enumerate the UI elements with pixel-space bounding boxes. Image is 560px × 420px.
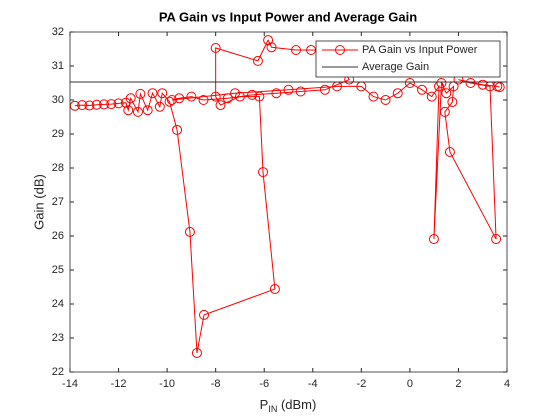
data-point bbox=[210, 91, 221, 102]
data-point bbox=[426, 91, 437, 102]
data-point bbox=[106, 99, 117, 110]
data-point bbox=[77, 100, 88, 111]
data-point bbox=[157, 88, 168, 99]
data-point bbox=[186, 91, 197, 102]
x-label-unit: (dBm) bbox=[277, 397, 316, 412]
data-point bbox=[184, 226, 195, 237]
data-point bbox=[428, 234, 439, 245]
data-point bbox=[258, 167, 269, 178]
data-point bbox=[306, 45, 317, 56]
data-point bbox=[247, 89, 258, 100]
x-tick-label: -12 bbox=[111, 378, 127, 390]
y-tick-label: 31 bbox=[52, 60, 64, 72]
data-point bbox=[135, 88, 146, 99]
data-point bbox=[84, 100, 95, 111]
data-point bbox=[125, 93, 136, 104]
x-tick-label: -14 bbox=[62, 378, 78, 390]
data-point bbox=[198, 95, 209, 105]
y-tick-label: 26 bbox=[52, 230, 64, 242]
data-point bbox=[254, 91, 265, 102]
x-tick-label: -10 bbox=[159, 378, 175, 390]
x-tick-label: -6 bbox=[259, 378, 269, 390]
data-point bbox=[368, 91, 379, 102]
data-point bbox=[283, 84, 294, 95]
x-axis-label: PIN (dBm) bbox=[260, 397, 317, 414]
series-group bbox=[70, 35, 507, 358]
x-tick-label: 2 bbox=[455, 378, 461, 390]
x-tick-label: -4 bbox=[308, 378, 318, 390]
plot-area bbox=[70, 32, 507, 372]
chart-title: PA Gain vs Input Power and Average Gain bbox=[159, 9, 417, 24]
data-point bbox=[271, 88, 282, 99]
x-tick-label: 0 bbox=[407, 378, 413, 390]
data-point bbox=[164, 96, 175, 107]
y-tick-label: 29 bbox=[52, 128, 64, 140]
legend-label: Average Gain bbox=[362, 61, 429, 73]
data-point bbox=[147, 88, 158, 99]
y-tick-label: 32 bbox=[52, 26, 64, 38]
data-point bbox=[252, 55, 263, 66]
data-point bbox=[441, 88, 452, 99]
x-tick-label: -2 bbox=[356, 378, 366, 390]
data-point bbox=[439, 106, 450, 117]
data-point bbox=[113, 98, 124, 109]
legend-box bbox=[315, 40, 501, 78]
axes-box bbox=[69, 31, 508, 373]
data-point bbox=[319, 84, 330, 95]
data-point bbox=[199, 309, 210, 320]
series-line bbox=[74, 39, 500, 354]
data-point bbox=[123, 105, 134, 116]
data-point bbox=[191, 347, 202, 358]
y-tick-label: 28 bbox=[52, 162, 64, 174]
data-point bbox=[266, 42, 277, 53]
data-point bbox=[174, 93, 185, 104]
data-point bbox=[154, 101, 165, 112]
data-point bbox=[447, 97, 458, 108]
y-tick-label: 24 bbox=[52, 298, 64, 310]
data-point bbox=[269, 284, 280, 295]
y-tick-label: 22 bbox=[52, 366, 64, 378]
data-point bbox=[295, 86, 306, 97]
data-point bbox=[417, 84, 428, 95]
y-tick-label: 27 bbox=[52, 196, 64, 208]
data-point bbox=[230, 88, 241, 99]
data-point bbox=[215, 100, 226, 111]
data-point bbox=[166, 95, 177, 105]
x-label-main: P bbox=[260, 397, 269, 412]
x-tick-label: 4 bbox=[504, 378, 510, 390]
data-point bbox=[392, 88, 403, 99]
data-point bbox=[132, 106, 143, 117]
data-point bbox=[436, 78, 447, 88]
legend-marker bbox=[335, 45, 345, 55]
data-point bbox=[380, 95, 391, 105]
data-point bbox=[444, 147, 455, 158]
y-tick-label: 23 bbox=[52, 332, 64, 344]
y-tick-label: 25 bbox=[52, 264, 64, 276]
data-point bbox=[98, 99, 109, 110]
y-tick-label: 30 bbox=[52, 94, 64, 106]
data-point bbox=[222, 93, 233, 104]
data-point bbox=[494, 82, 505, 93]
data-point bbox=[491, 234, 502, 245]
x-tick-label: -8 bbox=[211, 378, 221, 390]
legend-label: PA Gain vs Input Power bbox=[362, 44, 478, 56]
data-point bbox=[210, 42, 221, 53]
y-axis-label: Gain (dB) bbox=[31, 174, 46, 230]
data-point bbox=[91, 99, 102, 110]
data-point bbox=[291, 45, 302, 56]
data-point bbox=[172, 124, 183, 135]
data-point bbox=[142, 105, 153, 116]
data-point bbox=[465, 78, 476, 88]
data-point bbox=[477, 79, 488, 90]
x-label-sub: IN bbox=[268, 404, 277, 414]
data-point bbox=[404, 78, 415, 88]
